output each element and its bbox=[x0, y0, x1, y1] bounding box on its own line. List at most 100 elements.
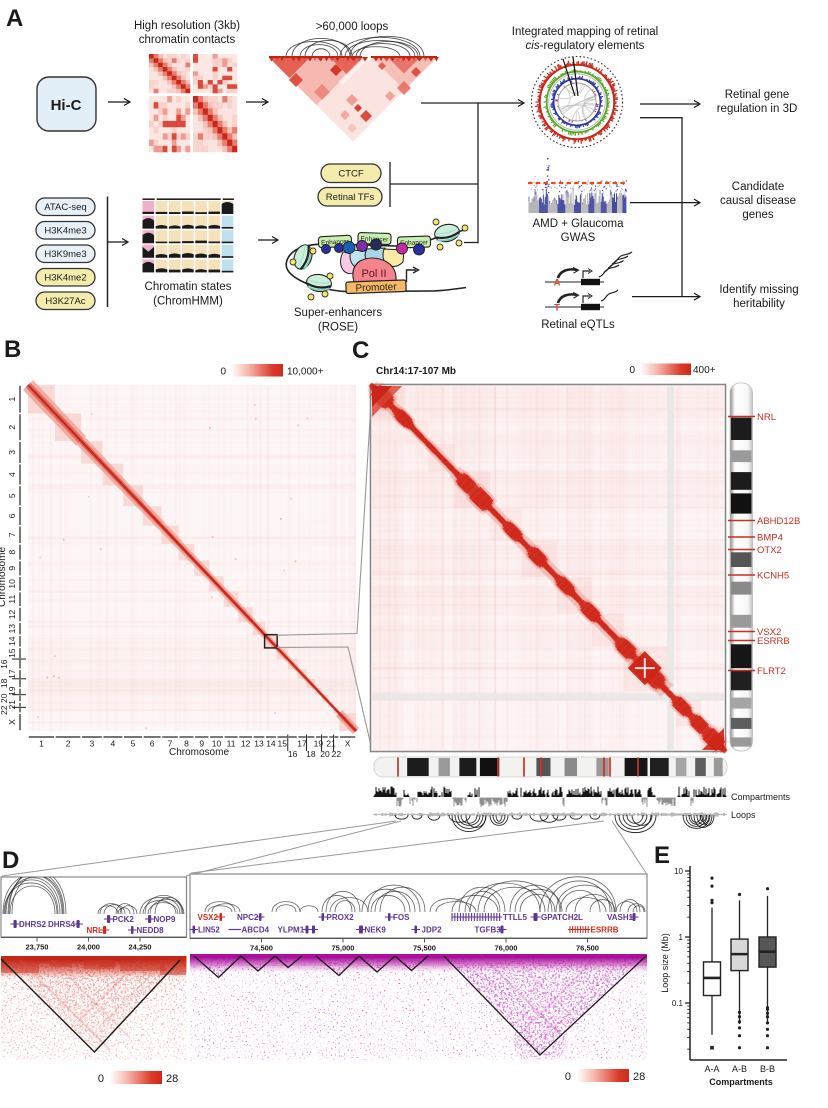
svg-text:X: X bbox=[345, 739, 351, 749]
svg-text:H3K4me3: H3K4me3 bbox=[44, 226, 86, 237]
svg-text:13: 13 bbox=[7, 624, 17, 634]
svg-text:CTCF: CTCF bbox=[338, 169, 364, 180]
svg-text:NEDD8: NEDD8 bbox=[137, 926, 165, 935]
svg-text:2: 2 bbox=[7, 425, 17, 430]
svg-text:9: 9 bbox=[7, 566, 17, 571]
svg-text:ABHD12B: ABHD12B bbox=[757, 516, 800, 527]
svg-text:75,000: 75,000 bbox=[332, 944, 355, 953]
svg-text:14: 14 bbox=[266, 739, 276, 749]
svg-text:ABCD4: ABCD4 bbox=[242, 926, 270, 935]
svg-text:Enhancer: Enhancer bbox=[400, 239, 429, 247]
svg-text:Compartments: Compartments bbox=[709, 1077, 773, 1087]
svg-text:11: 11 bbox=[227, 739, 236, 749]
svg-text:FOS: FOS bbox=[393, 913, 410, 922]
svg-text:NEK9: NEK9 bbox=[365, 926, 387, 935]
svg-text:12: 12 bbox=[7, 610, 17, 620]
svg-text:Chromatin states: Chromatin states bbox=[145, 281, 232, 293]
svg-text:TTLL5: TTLL5 bbox=[503, 913, 528, 922]
svg-text:Integrated mapping of retinal: Integrated mapping of retinal bbox=[512, 26, 658, 38]
svg-text:4: 4 bbox=[111, 739, 116, 749]
svg-text:Candidate: Candidate bbox=[732, 181, 784, 193]
svg-text:10: 10 bbox=[7, 579, 17, 589]
svg-text:12: 12 bbox=[241, 739, 251, 749]
svg-text:>60,000 loops: >60,000 loops bbox=[316, 21, 389, 33]
svg-text:17: 17 bbox=[297, 739, 307, 749]
svg-text:16: 16 bbox=[288, 749, 298, 759]
svg-text:X: X bbox=[7, 719, 17, 725]
svg-text:ESRRB: ESRRB bbox=[591, 926, 619, 935]
svg-text:T: T bbox=[554, 303, 560, 314]
svg-text:22: 22 bbox=[0, 705, 9, 715]
svg-text:A: A bbox=[6, 5, 23, 32]
svg-text:Loop size (Mb): Loop size (Mb) bbox=[660, 933, 670, 993]
svg-text:20: 20 bbox=[320, 749, 330, 759]
svg-text:14: 14 bbox=[7, 636, 17, 646]
svg-text:22: 22 bbox=[332, 749, 342, 759]
svg-text:GWAS: GWAS bbox=[561, 232, 596, 244]
svg-text:15: 15 bbox=[278, 739, 288, 749]
svg-text:H3K27Ac: H3K27Ac bbox=[45, 296, 85, 307]
svg-text:Compartments: Compartments bbox=[731, 792, 791, 802]
svg-text:AMD + Glaucoma: AMD + Glaucoma bbox=[532, 218, 624, 230]
svg-text:9: 9 bbox=[199, 739, 204, 749]
svg-text:Retinal gene: Retinal gene bbox=[725, 89, 790, 101]
svg-text:7: 7 bbox=[7, 532, 17, 537]
svg-text:NRL: NRL bbox=[757, 412, 776, 423]
svg-text:VSX2: VSX2 bbox=[198, 913, 219, 922]
svg-text:0.1: 0.1 bbox=[672, 999, 684, 1008]
svg-text:NOP9: NOP9 bbox=[154, 915, 176, 924]
svg-text:(ChromHMM): (ChromHMM) bbox=[153, 296, 223, 308]
svg-text:1: 1 bbox=[679, 933, 684, 942]
svg-text:Chromosome: Chromosome bbox=[169, 747, 229, 758]
svg-text:Chr14:17-107 Mb: Chr14:17-107 Mb bbox=[376, 366, 456, 377]
svg-text:TGFB3: TGFB3 bbox=[475, 926, 502, 935]
svg-text:7: 7 bbox=[168, 739, 173, 749]
svg-text:18: 18 bbox=[0, 678, 9, 688]
svg-text:10: 10 bbox=[212, 739, 222, 749]
svg-text:8: 8 bbox=[7, 550, 17, 555]
svg-text:A-A: A-A bbox=[704, 1064, 719, 1074]
svg-text:cis-regulatory elements: cis-regulatory elements bbox=[526, 40, 645, 52]
svg-text:24,250: 24,250 bbox=[129, 943, 152, 952]
svg-text:13: 13 bbox=[254, 739, 264, 749]
svg-text:FLRT2: FLRT2 bbox=[757, 666, 786, 677]
svg-text:20: 20 bbox=[0, 693, 9, 703]
svg-text:VASH1: VASH1 bbox=[607, 913, 634, 922]
svg-text:11: 11 bbox=[7, 595, 17, 604]
svg-text:10,000+: 10,000+ bbox=[287, 367, 324, 378]
svg-text:Retinal eQTLs: Retinal eQTLs bbox=[541, 319, 615, 331]
svg-text:DHRS4: DHRS4 bbox=[48, 920, 76, 929]
svg-text:JDP2: JDP2 bbox=[422, 926, 443, 935]
svg-text:19: 19 bbox=[314, 739, 324, 749]
svg-text:8: 8 bbox=[184, 739, 189, 749]
svg-text:PCK2: PCK2 bbox=[113, 915, 135, 924]
svg-text:H3K9me3: H3K9me3 bbox=[44, 249, 86, 260]
svg-text:Promoter: Promoter bbox=[355, 282, 397, 294]
svg-text:regulation in 3D: regulation in 3D bbox=[717, 103, 798, 115]
svg-text:LIN52: LIN52 bbox=[198, 926, 220, 935]
svg-text:B: B bbox=[4, 336, 21, 363]
svg-text:1: 1 bbox=[39, 739, 44, 749]
svg-text:D: D bbox=[2, 847, 19, 874]
svg-text:76,000: 76,000 bbox=[495, 944, 518, 953]
svg-text:Enhancer: Enhancer bbox=[321, 238, 350, 246]
svg-text:YLPM1: YLPM1 bbox=[278, 926, 305, 935]
svg-text:E: E bbox=[654, 842, 670, 869]
svg-text:High resolution (3kb): High resolution (3kb) bbox=[134, 20, 240, 32]
svg-text:(ROSE): (ROSE) bbox=[318, 322, 358, 334]
svg-text:OTX2: OTX2 bbox=[757, 545, 782, 556]
svg-text:A: A bbox=[554, 278, 561, 289]
svg-text:21: 21 bbox=[326, 739, 336, 749]
svg-text:5: 5 bbox=[131, 739, 136, 749]
svg-text:75,500: 75,500 bbox=[413, 944, 436, 953]
svg-text:DHRS2: DHRS2 bbox=[19, 920, 47, 929]
svg-text:23,750: 23,750 bbox=[26, 943, 49, 952]
svg-text:0: 0 bbox=[629, 365, 635, 376]
svg-text:VSX2: VSX2 bbox=[757, 627, 781, 638]
svg-text:B-B: B-B bbox=[760, 1064, 775, 1074]
svg-text:10: 10 bbox=[674, 867, 683, 876]
svg-text:3: 3 bbox=[90, 739, 95, 749]
svg-text:19: 19 bbox=[7, 686, 17, 696]
svg-text:NRL: NRL bbox=[87, 926, 104, 935]
svg-text:PROX2: PROX2 bbox=[327, 913, 355, 922]
